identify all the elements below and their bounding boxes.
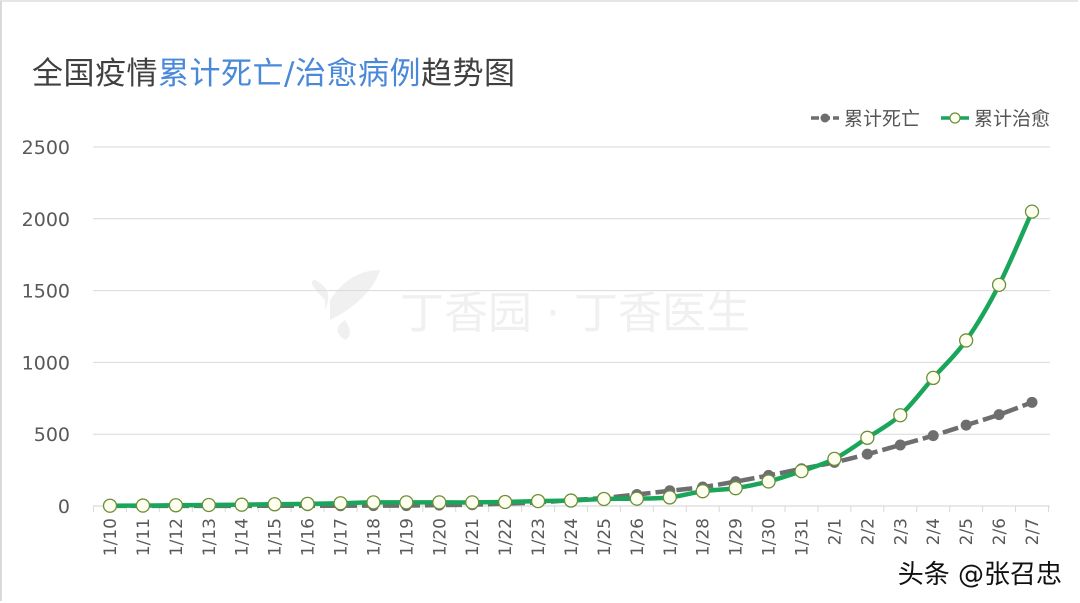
- x-tick-label: 1/17: [332, 518, 352, 556]
- x-tick-label: 2/5: [957, 518, 977, 545]
- y-tick-label: 1000: [22, 352, 70, 374]
- death-point[interactable]: [894, 439, 906, 451]
- death-point[interactable]: [1026, 396, 1038, 408]
- recovered-point[interactable]: [168, 498, 184, 513]
- x-tick-label: 1/28: [694, 518, 714, 556]
- legend-death-marker-icon: [810, 113, 839, 122]
- recovered-point[interactable]: [958, 333, 974, 348]
- recovered-point[interactable]: [465, 495, 480, 510]
- recovered-point[interactable]: [991, 277, 1007, 293]
- recovered-point[interactable]: [1024, 204, 1040, 219]
- y-tick-label: 2000: [22, 209, 70, 231]
- x-tick-label: 1/26: [628, 518, 648, 556]
- x-tick-label: 2/1: [825, 518, 845, 545]
- y-tick-label: 1500: [22, 281, 70, 303]
- x-tick-label: 1/18: [364, 518, 384, 556]
- gridlines: [93, 146, 1050, 435]
- recovered-point[interactable]: [135, 498, 151, 513]
- x-tick-label: 2/4: [924, 518, 944, 545]
- recovered-point[interactable]: [102, 498, 118, 513]
- x-axis: 1/10 1/11 1/12 1/13 1/14 1/15 1/16 1/17 1/18 1/19…: [93, 505, 1050, 556]
- x-tick-label: 1/20: [430, 518, 450, 556]
- x-tick-label: 1/11: [134, 518, 154, 556]
- recovered-point[interactable]: [827, 451, 842, 467]
- recovered-point[interactable]: [234, 497, 249, 512]
- x-tick-label: 1/13: [200, 518, 220, 556]
- footer-watermark: 头条 @张召忠: [897, 560, 1062, 590]
- x-tick-label: 1/22: [496, 518, 516, 556]
- x-tick-label: 1/24: [562, 518, 582, 556]
- x-tick-label: 1/23: [529, 518, 549, 556]
- recovered-point[interactable]: [761, 474, 776, 489]
- recovered-point[interactable]: [695, 484, 710, 499]
- death-point[interactable]: [993, 409, 1005, 421]
- x-tick-label: 1/30: [760, 518, 780, 556]
- recovered-point[interactable]: [267, 497, 282, 512]
- title-highlight: 累计死亡/治愈病例: [158, 56, 421, 92]
- x-tick-label: 2/2: [858, 518, 878, 545]
- death-point[interactable]: [927, 430, 939, 442]
- legend-label-recovered: 累计治愈: [973, 108, 1050, 130]
- x-tick-label: 1/29: [727, 518, 747, 556]
- recovered-point[interactable]: [497, 494, 513, 510]
- recovered-point[interactable]: [432, 495, 447, 510]
- y-tick-label: 2500: [22, 137, 70, 159]
- x-tick-label: 2/7: [1023, 518, 1043, 545]
- recovered-point[interactable]: [728, 481, 743, 496]
- x-tick-label: 2/3: [891, 518, 911, 545]
- x-tick-label: 1/14: [233, 518, 253, 556]
- recovered-point[interactable]: [366, 495, 381, 510]
- x-tick-label: 1/21: [463, 518, 483, 556]
- recovered-point[interactable]: [860, 430, 875, 445]
- x-tick-label: 1/12: [167, 518, 187, 556]
- recovered-point[interactable]: [893, 408, 908, 423]
- death-point[interactable]: [960, 419, 972, 431]
- recovered-point[interactable]: [662, 490, 677, 505]
- legend-item-recovered[interactable]: 累计治愈: [940, 104, 1050, 131]
- legend-recovered-marker-icon: [940, 111, 969, 124]
- x-tick-label: 1/19: [397, 518, 417, 556]
- x-tick-label: 2/6: [990, 518, 1010, 545]
- title-part1: 全国疫情: [32, 56, 158, 92]
- x-tick-label: 1/10: [101, 518, 121, 556]
- y-axis: 0 500 1000 1500 2000 2500: [22, 137, 70, 518]
- recovered-point[interactable]: [530, 493, 546, 509]
- recovered-point[interactable]: [399, 495, 414, 510]
- recovered-point[interactable]: [596, 491, 612, 507]
- legend-item-deaths[interactable]: 累计死亡: [810, 104, 920, 131]
- recovered-point[interactable]: [629, 491, 645, 506]
- recovered-point[interactable]: [926, 370, 941, 386]
- recovered-point[interactable]: [201, 497, 216, 513]
- recovered-point[interactable]: [333, 496, 348, 511]
- chart-title: 全国疫情累计死亡/治愈病例趋势图: [32, 48, 515, 93]
- recovered-point[interactable]: [563, 493, 579, 508]
- x-tick-label: 1/31: [793, 518, 813, 556]
- x-tick-label: 1/16: [299, 518, 319, 556]
- x-tick-label: 1/25: [595, 518, 615, 556]
- series-recovered: [102, 204, 1040, 513]
- y-tick-label: 0: [58, 496, 70, 518]
- chart-legend: 累计死亡 累计治愈: [810, 104, 1050, 131]
- legend-label-deaths: 累计死亡: [843, 108, 920, 130]
- death-point[interactable]: [861, 448, 873, 460]
- y-tick-label: 500: [34, 424, 70, 446]
- title-part2: 趋势图: [420, 56, 516, 92]
- background-watermark: 丁香园 · 丁香医生: [311, 270, 750, 340]
- svg-text:丁香园 · 丁香医生: 丁香园 · 丁香医生: [400, 288, 750, 339]
- x-tick-label: 1/27: [661, 518, 681, 556]
- x-tick-label: 1/15: [266, 518, 286, 556]
- recovered-point[interactable]: [794, 463, 809, 479]
- series-lines: [102, 204, 1040, 513]
- recovered-point[interactable]: [300, 496, 315, 511]
